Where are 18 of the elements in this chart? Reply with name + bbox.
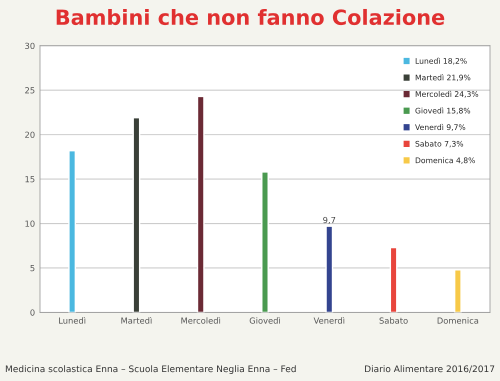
x-tick-label: Venerdì [314, 316, 344, 324]
y-tick-label: 20 [25, 132, 35, 138]
text: Diario Alimentare 2016/2017 [365, 365, 494, 373]
x-tick-label: Domenica [438, 317, 478, 324]
x-tick-label: Martedì [121, 316, 152, 324]
y-tick-label: 30 [25, 42, 35, 50]
x-tick-label: Giovedì [250, 316, 280, 324]
chart-title: Bambini che non fanno Colazione [56, 8, 444, 26]
y-tick-label: 0 [30, 309, 35, 316]
y-tick-label: 15 [25, 176, 34, 182]
x-tick-label: Sabato [380, 317, 408, 324]
text: Medicina scolastica Enna – Scuola Elementare Neglia Enna – Fed [6, 365, 296, 374]
y-tick-label: 10 [25, 220, 35, 227]
x-tick-label: Mercoledì [181, 316, 220, 324]
y-tick-label: 25 [25, 87, 34, 94]
data-label: 9,7 [323, 216, 336, 224]
y-tick-label: 5 [30, 265, 34, 272]
x-tick-label: Lunedì [59, 316, 86, 324]
